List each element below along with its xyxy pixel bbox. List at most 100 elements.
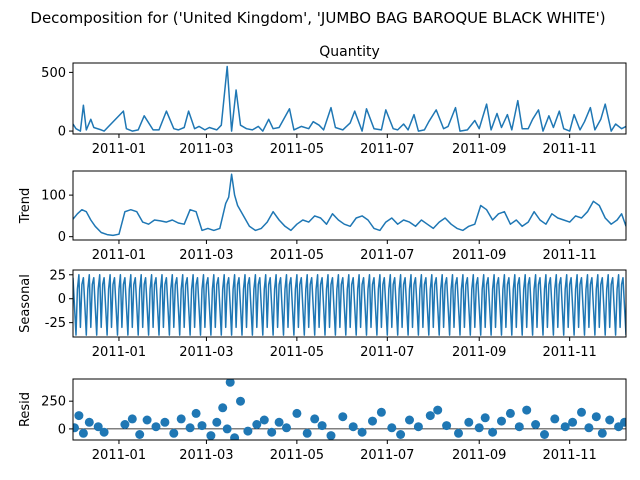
x-tick-label: 2011-01 — [92, 142, 146, 157]
observed-data — [73, 65, 626, 132]
resid-point — [267, 427, 277, 437]
resid-point — [577, 407, 586, 417]
resid-point — [488, 427, 498, 437]
resid-point — [550, 414, 560, 424]
resid-point — [274, 417, 284, 427]
resid-point — [120, 420, 130, 429]
observed-series-line — [73, 65, 626, 132]
resid-point — [78, 428, 88, 438]
x-tick-label: 2011-07 — [360, 448, 414, 463]
resid-point — [591, 412, 601, 422]
resid-data — [73, 379, 626, 440]
x-tick-label: 2011-03 — [179, 345, 233, 360]
resid-point — [176, 414, 186, 424]
observed-axes-frame — [72, 62, 627, 135]
resid-point — [169, 428, 179, 438]
seasonal-data — [73, 274, 626, 336]
resid-point — [93, 422, 103, 432]
figure-title: Decomposition for ('United Kingdom', 'JU… — [30, 9, 605, 27]
x-tick-label: 2011-03 — [179, 248, 233, 263]
resid-point — [197, 421, 207, 431]
x-tick-label: 2011-05 — [270, 142, 324, 157]
resid-point — [185, 423, 195, 433]
resid-point — [74, 411, 84, 421]
resid-point — [505, 408, 515, 418]
resid-point — [597, 428, 607, 438]
resid-point — [84, 417, 94, 427]
resid-point — [142, 415, 152, 425]
resid-point — [540, 430, 549, 439]
resid-point — [259, 415, 269, 425]
y-axis-label: Seasonal — [18, 274, 33, 333]
x-tick-label: 2011-05 — [270, 448, 324, 463]
resid-point — [464, 417, 474, 427]
y-tick-label: -25 — [45, 316, 66, 331]
resid-point — [442, 421, 452, 431]
resid-point — [160, 417, 170, 427]
resid-point — [433, 405, 443, 415]
resid-point — [387, 423, 397, 433]
resid-point — [396, 430, 406, 439]
resid-point — [560, 422, 570, 432]
resid-point — [568, 417, 578, 427]
resid-point — [413, 422, 423, 432]
trend-series-line — [73, 173, 626, 237]
y-tick-label: 500 — [41, 66, 66, 81]
y-axis-label: Resid — [18, 392, 33, 427]
x-tick-label: 2011-01 — [92, 448, 146, 463]
x-tick-label: 2011-11 — [542, 448, 596, 463]
subplot-trend: 0 100 2011-01 2011-03 2011-05 2011-07 2011-09 2… — [18, 170, 627, 263]
y-tick-label: 100 — [41, 189, 66, 204]
resid-point — [206, 431, 216, 440]
resid-point — [151, 422, 161, 432]
x-tick-label: 2011-07 — [360, 345, 414, 360]
resid-point — [605, 415, 615, 425]
x-tick-label: 2011-09 — [452, 448, 506, 463]
trend-data — [73, 173, 626, 237]
resid-point — [236, 396, 245, 406]
subplot-seasonal: -25 0 25 2011-01 2011-03 2011-05 2011-07 2011-0… — [18, 268, 627, 360]
x-tick-label: 2011-09 — [452, 345, 506, 360]
trend-axes-frame — [72, 170, 627, 241]
resid-point — [252, 420, 262, 429]
seasonal-axes-frame — [72, 269, 627, 338]
resid-point — [73, 423, 79, 433]
resid-point — [243, 426, 253, 436]
resid-point — [338, 412, 348, 422]
resid-point — [514, 422, 524, 432]
resid-point — [230, 433, 240, 440]
x-tick-label: 2011-11 — [542, 248, 596, 263]
resid-point — [222, 424, 232, 434]
resid-point — [584, 423, 594, 433]
resid-point — [620, 417, 626, 427]
subplot-resid: 0 250 2011-01 2011-03 2011-05 2011-07 2011-09 2… — [18, 378, 627, 463]
resid-point — [357, 427, 367, 437]
resid-point — [405, 415, 414, 425]
y-tick-label: 0 — [58, 422, 66, 437]
resid-point — [225, 379, 235, 387]
resid-point — [454, 428, 463, 438]
x-tick-label: 2011-01 — [92, 345, 146, 360]
seasonal-series-line — [73, 274, 626, 336]
y-axis-label: Trend — [18, 188, 33, 225]
y-tick-label: 250 — [41, 395, 66, 410]
resid-point — [310, 414, 320, 424]
resid-point — [127, 414, 137, 424]
resid-point — [326, 431, 336, 440]
resid-point — [292, 408, 302, 418]
resid-point — [480, 413, 490, 423]
resid-point — [302, 428, 312, 438]
resid-point — [497, 416, 506, 426]
resid-point — [376, 407, 386, 417]
x-tick-label: 2011-05 — [270, 345, 324, 360]
x-tick-label: 2011-03 — [179, 142, 233, 157]
resid-point — [368, 416, 377, 426]
resid-point — [317, 421, 327, 431]
resid-point — [212, 417, 222, 427]
x-tick-label: 2011-07 — [360, 248, 414, 263]
subplot-panels: 0 500 2011-01 2011-03 2011-05 2011-07 2011-09 2… — [18, 44, 627, 463]
x-tick-label: 2011-09 — [452, 142, 506, 157]
x-tick-label: 2011-09 — [452, 248, 506, 263]
resid-point — [474, 423, 484, 433]
